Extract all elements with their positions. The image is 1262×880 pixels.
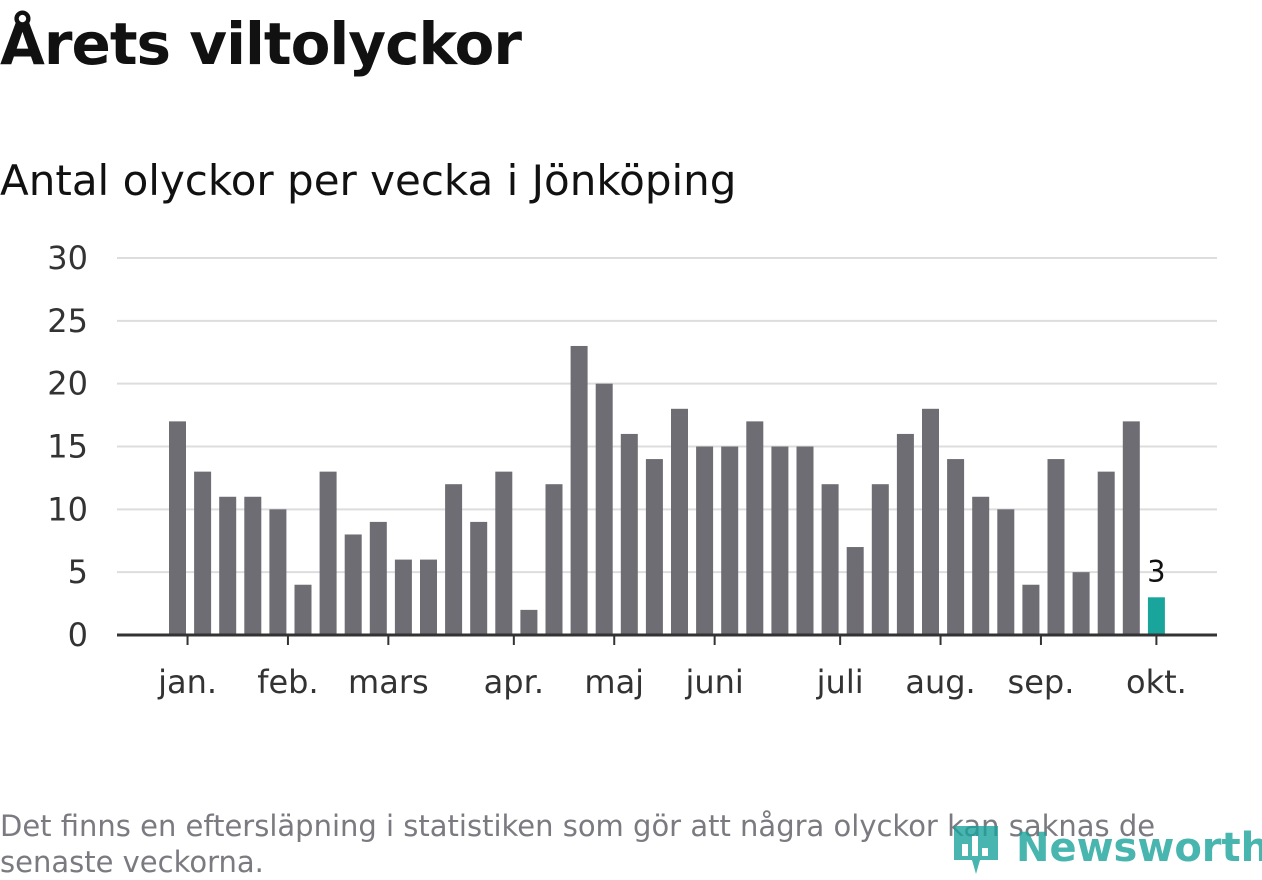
y-tick-label: 25 [47,302,88,340]
bar [1072,572,1090,635]
y-tick-label: 20 [47,365,88,403]
bar [445,484,463,635]
bar [194,471,212,635]
y-tick-label: 10 [47,490,88,528]
bar [595,383,613,635]
x-tick-label: juli [816,663,864,701]
bar [169,421,186,635]
chart-subtitle: Antal olyckor per vecka i Jönköping [0,156,737,205]
x-tick-label: sep. [1008,663,1075,701]
bar [520,609,538,635]
bar [1122,421,1140,635]
bar [219,496,237,635]
x-tick-label: apr. [484,663,544,701]
bar [369,521,387,635]
data-label: 3 [1147,554,1165,588]
bar [771,446,789,635]
x-tick-label: mars [348,663,429,701]
bar-chart-logo-icon [954,826,998,874]
bar [645,459,663,635]
bar [294,584,312,635]
y-tick-label: 30 [47,239,88,277]
bar [495,471,513,635]
y-tick-label: 15 [47,428,88,466]
x-tick-label: feb. [257,663,318,701]
bar [796,446,814,635]
x-tick-label: maj [584,663,644,701]
bar [821,484,839,635]
x-tick-label: jan. [157,663,217,701]
bar [972,496,990,635]
bar [671,408,688,635]
bar [344,534,362,635]
bar [1097,471,1115,635]
bar [545,484,563,635]
bar [394,559,412,635]
bar [570,345,588,635]
page-title: Årets viltolyckor [0,10,522,78]
bar [746,421,764,635]
x-tick-label: aug. [905,663,975,701]
bar [1022,584,1040,635]
bar [721,446,739,635]
bar [420,559,437,635]
newsworthy-logo: Newsworthy [950,818,1262,878]
y-tick-label: 5 [68,553,88,591]
bar-highlight [1147,597,1165,635]
y-tick-label: 0 [68,616,88,654]
bar [846,547,864,635]
bar [244,496,262,635]
bar [620,433,638,635]
bar [319,471,337,635]
x-tick-label: okt. [1126,663,1187,701]
bar [470,521,488,635]
x-tick-label: juni [684,663,743,701]
bar [922,408,939,635]
bar [947,459,965,635]
bar [871,484,889,635]
bar [696,446,714,635]
bar [269,509,287,635]
bar [997,509,1015,635]
bar [1047,459,1065,635]
bar [896,433,914,635]
bar-chart: 0 5 10 15 20 25 30 3 jan. feb. mars apr. maj juni juli… [47,239,1217,701]
brand-name: Newsworthy [1016,825,1262,871]
